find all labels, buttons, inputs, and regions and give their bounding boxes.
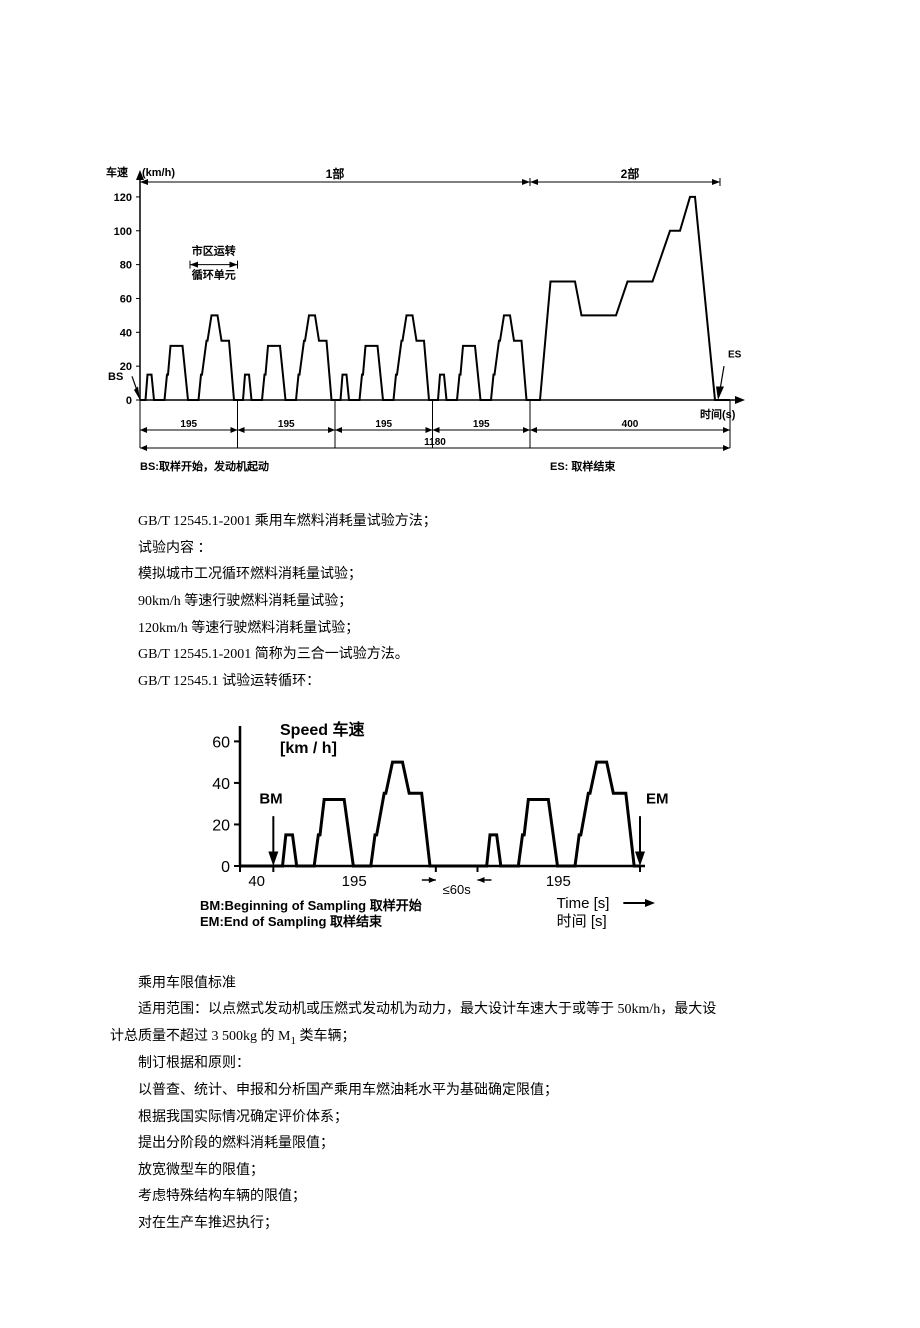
svg-text:ES: 取样结束: ES: 取样结束: [550, 459, 616, 473]
t1-line6: GB/T 12545.1-2001 简称为三合一试验方法。: [138, 642, 840, 669]
t1-line4: 90km/h 等速行驶燃料消耗量试验；: [138, 589, 840, 616]
t2-h1: 乘用车限值标准: [110, 971, 840, 998]
svg-text:Speed 车速: Speed 车速: [280, 720, 364, 739]
t2-p4: 根据我国实际情况确定评价体系；: [110, 1105, 840, 1132]
t2-p1a: 适用范围：以点燃式发动机或压燃式发动机为动力，最大设计车速大于或等于 50km/…: [110, 997, 840, 1024]
svg-text:400: 400: [622, 419, 639, 430]
svg-text:[km / h]: [km / h]: [280, 740, 337, 757]
svg-text:60: 60: [120, 293, 132, 305]
svg-text:0: 0: [221, 859, 230, 876]
svg-text:120: 120: [114, 192, 132, 204]
t2-p1b: 计总质量不超过 3 500kg 的 M1 类车辆；: [110, 1024, 840, 1052]
svg-text:时间 [s]: 时间 [s]: [557, 913, 607, 930]
t2-p1b-text: 计总质量不超过 3 500kg 的 M: [110, 1029, 290, 1044]
chart-1-nedc: 020406080100120车速(km/h)时间(s)BSES1部2部市区运转…: [80, 160, 840, 489]
svg-text:0: 0: [126, 395, 132, 407]
t2-p8: 对在生产车推迟执行；: [110, 1211, 840, 1238]
svg-text:60: 60: [212, 735, 230, 752]
svg-text:195: 195: [342, 873, 367, 890]
svg-text:40: 40: [248, 873, 265, 890]
svg-text:Time [s]: Time [s]: [557, 895, 610, 912]
svg-text:循环单元: 循环单元: [192, 268, 236, 282]
svg-text:195: 195: [180, 419, 197, 430]
svg-text:40: 40: [120, 327, 132, 339]
svg-text:1部: 1部: [326, 166, 345, 181]
t2-p5: 提出分阶段的燃料消耗量限值；: [110, 1131, 840, 1158]
svg-text:(km/h): (km/h): [142, 167, 175, 179]
t1-line2: 试验内容 ：: [138, 536, 840, 563]
svg-text:BM: BM: [259, 791, 282, 808]
svg-text:市区运转: 市区运转: [192, 244, 236, 258]
svg-text:2部: 2部: [621, 166, 640, 181]
t2-p2: 制订根据和原则：: [110, 1051, 840, 1078]
svg-text:≤60s: ≤60s: [443, 882, 472, 897]
svg-text:195: 195: [546, 873, 571, 890]
svg-text:BS:取样开始，发动机起动: BS:取样开始，发动机起动: [140, 459, 269, 473]
t1-line5: 120km/h 等速行驶燃料消耗量试验；: [138, 616, 840, 643]
svg-text:100: 100: [114, 226, 132, 238]
t2-p6: 放宽微型车的限值；: [110, 1158, 840, 1185]
t1-line7: GB/T 12545.1 试验运转循环：: [138, 669, 840, 696]
svg-text:BS: BS: [108, 371, 123, 383]
svg-text:EM:End of Sampling 取样结束: EM:End of Sampling 取样结束: [200, 914, 383, 929]
svg-text:20: 20: [212, 818, 230, 835]
t2-p3: 以普查、统计、申报和分析国产乘用车燃油耗水平为基础确定限值；: [110, 1078, 840, 1105]
svg-text:1180: 1180: [424, 437, 446, 448]
svg-text:车速: 车速: [106, 165, 128, 179]
svg-text:80: 80: [120, 260, 132, 272]
svg-text:195: 195: [473, 419, 490, 430]
svg-text:BM:Beginning of Sampling 取样开始: BM:Beginning of Sampling 取样开始: [200, 898, 422, 913]
t2-p1b-tail: 类车辆；: [296, 1029, 356, 1044]
svg-text:40: 40: [212, 776, 230, 793]
svg-text:ES: ES: [728, 350, 742, 361]
t1-line1: GB/T 12545.1-2001 乘用车燃料消耗量试验方法；: [138, 509, 840, 536]
text-block-1: GB/T 12545.1-2001 乘用车燃料消耗量试验方法； 试验内容 ： 模…: [80, 509, 840, 695]
chart-2-svg: 0 20 40 60 Speed 车速[km / h] BM EM 40 195 ≤60s 195 T…: [170, 711, 670, 941]
svg-text:195: 195: [375, 419, 392, 430]
svg-text:EM: EM: [646, 791, 669, 808]
t2-p7: 考虑特殊结构车辆的限值；: [110, 1184, 840, 1211]
t1-line3: 模拟城市工况循环燃料消耗量试验；: [138, 562, 840, 589]
svg-text:195: 195: [278, 419, 295, 430]
chart-2-urban: 0 20 40 60 Speed 车速[km / h] BM EM 40 195 ≤60s 195 T…: [80, 711, 840, 950]
chart-1-svg: 020406080100120车速(km/h)时间(s)BSES1部2部市区运转…: [80, 160, 780, 480]
text-block-2: 乘用车限值标准 适用范围：以点燃式发动机或压燃式发动机为动力，最大设计车速大于或…: [80, 971, 840, 1238]
